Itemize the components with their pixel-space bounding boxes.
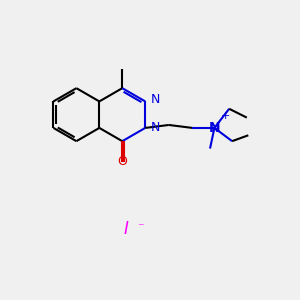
Text: +: + — [221, 111, 230, 122]
Text: N: N — [151, 122, 160, 134]
Text: N: N — [208, 121, 220, 135]
Text: I: I — [124, 220, 129, 238]
Text: ⁻: ⁻ — [137, 221, 143, 235]
Text: O: O — [117, 155, 127, 168]
Text: N: N — [151, 93, 160, 106]
